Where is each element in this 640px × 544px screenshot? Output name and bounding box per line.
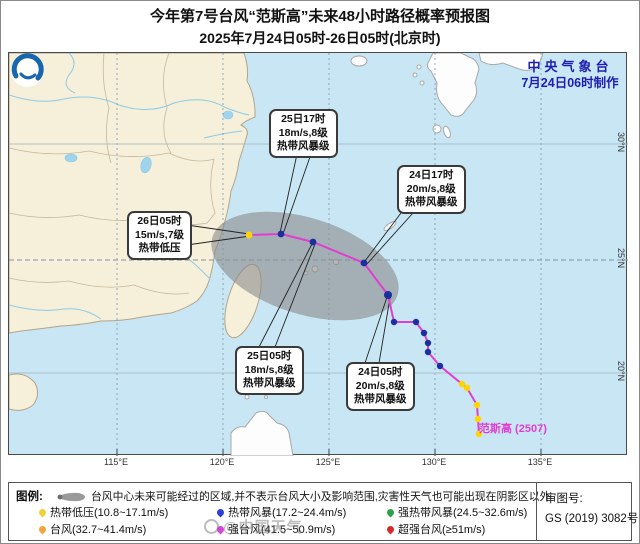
callout-25d05h: 25日05时 18m/s,8级 热带风暴级: [235, 346, 304, 395]
review-number: GS (2019) 3082号: [545, 513, 639, 525]
lon-tick-label: 130°E: [421, 457, 447, 467]
lat-tick-label: 25°N: [616, 248, 626, 269]
cma-logo-icon: [11, 53, 44, 87]
lat-tick-label: 20°N: [616, 361, 626, 382]
lakes: [64, 110, 234, 174]
callout-wind: 18m/s,8级: [244, 363, 294, 376]
cone-icon: [57, 492, 85, 502]
rivers: [9, 53, 250, 320]
callout-time: 24日17时: [409, 169, 454, 181]
watermark: @中国天气: [204, 516, 303, 537]
legend-item-label: 热带低压(10.8~17.1m/s): [50, 507, 169, 519]
map-review-number: 审图号: GS (2019) 3082号: [545, 489, 638, 529]
callout-time: 25日05时: [247, 350, 292, 362]
callout-time: 24日05时: [358, 366, 403, 378]
lon-tick-label: 135°E: [527, 457, 553, 467]
lon-tick-label: 125°E: [315, 457, 341, 467]
weather-china-logo-icon: [204, 519, 219, 534]
watermark-text: @中国天气: [223, 519, 303, 536]
review-label: 审图号:: [545, 493, 583, 505]
callout-wind: 15m/s,7级: [135, 228, 185, 241]
title-block: 今年第7号台风“范斯高”未来48小时路径概率预报图 2025年7月24日05时-…: [0, 6, 640, 48]
legend-caption: 图例:: [16, 491, 43, 503]
typhoon-track: [245, 230, 483, 438]
callout-time: 25日17时: [281, 113, 326, 125]
callout-25d17h: 25日17时 18m/s,8级 热带风暴级: [269, 109, 338, 158]
probability-cone: [211, 211, 399, 321]
severe-tropical-storm-icon: [385, 507, 396, 517]
legend-item-severe-tropical-storm: 强热带风暴(24.5~32.6m/s): [385, 504, 528, 520]
callout-24d05h: 24日05时 20m/s,8级 热带风暴级: [346, 362, 415, 411]
callout-level: 热带风暴级: [243, 377, 296, 390]
legend-item-typhoon: 台风(32.7~41.4m/s): [37, 521, 147, 537]
agency-issued-time: 7月24日06时制作: [521, 76, 619, 90]
agency-name: 中央气象台: [527, 59, 613, 74]
graticule: [9, 53, 628, 456]
callout-26d05h: 26日05时 15m/s,7级 热带低压: [127, 211, 193, 260]
legend-item-tropical-storm: 热带风暴(17.2~24.4m/s): [215, 504, 347, 520]
callout-level: 热带风暴级: [405, 196, 458, 209]
agency-block: 中央气象台 7月24日06时制作: [509, 58, 631, 91]
callout-wind: 18m/s,8级: [278, 126, 328, 139]
legend-divider: [536, 483, 537, 540]
lon-tick-label: 120°E: [209, 457, 235, 467]
legend-item-tropical-depression: 热带低压(10.8~17.1m/s): [37, 504, 169, 520]
storm-name-label: 范斯高 (2507): [479, 423, 547, 435]
legend-item-severe-typhoon: 强台风(41.5~50.9m/s): [215, 521, 336, 537]
callout-time: 26日05时: [137, 215, 182, 227]
legend-item-label: 强台风(41.5~50.9m/s): [228, 524, 336, 536]
foreign-islands: [230, 53, 544, 456]
page-title: 今年第7号台风“范斯高”未来48小时路径概率预报图: [149, 8, 491, 25]
callout-level: 热带风暴级: [354, 393, 407, 406]
callout-24d17h: 24日17时 20m/s,8级 热带风暴级: [397, 165, 466, 214]
legend-item-label: 热带风暴(17.2~24.4m/s): [228, 507, 347, 519]
legend-cone-note: 台风中心未来可能经过的区域,并不表示台风大小及影响范围,灾害性天气也可能出现在阴…: [91, 491, 551, 503]
legend-item-label: 超强台风(≥51m/s): [398, 524, 486, 536]
lon-tick-label: 115°E: [104, 457, 128, 467]
callout-wind: 20m/s,8级: [406, 182, 456, 195]
callout-wind: 20m/s,8级: [355, 379, 405, 392]
typhoon-icon: [37, 524, 48, 534]
super-typhoon-icon: [385, 524, 396, 534]
callout-leader-lines: [186, 153, 414, 364]
legend: 图例: 台风中心未来可能经过的区域,并不表示台风大小及影响范围,灾害性天气也可能…: [8, 482, 638, 541]
lat-tick-label: 30°N: [616, 132, 626, 153]
typhoon-track-map: 中央气象台 7月24日06时制作 26日05时 15m/s,7级 热带低压 25…: [8, 52, 628, 456]
legend-item-label: 强热带风暴(24.5~32.6m/s): [398, 507, 528, 519]
page-subtitle: 2025年7月24日05时-26日05时(北京时): [199, 30, 441, 46]
callout-level: 热带风暴级: [277, 140, 330, 153]
legend-item-label: 台风(32.7~41.4m/s): [50, 524, 147, 536]
legend-item-super-typhoon: 超强台风(≥51m/s): [385, 521, 486, 537]
tropical-depression-icon: [37, 507, 48, 517]
callout-level: 热带低压: [138, 242, 181, 255]
map-graphics: [9, 53, 628, 456]
